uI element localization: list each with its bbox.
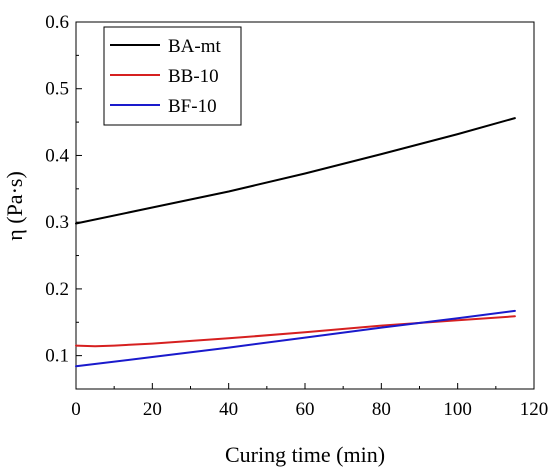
series-line-ba-mt — [75, 117, 516, 225]
y-tick-label: 0.1 — [45, 346, 69, 367]
x-axis-title: Curing time (min) — [225, 442, 385, 467]
legend-label: BF-10 — [168, 96, 217, 117]
x-tick-label: 100 — [443, 399, 472, 420]
y-tick-label: 0.3 — [45, 212, 69, 233]
y-tick-label: 0.5 — [45, 79, 69, 100]
y-tick-label: 0.6 — [45, 12, 69, 33]
x-tick-label: 60 — [296, 399, 315, 420]
x-tick-label: 80 — [372, 399, 391, 420]
y-axis-title: η (Pa·s) — [2, 171, 27, 241]
legend-label: BA-mt — [168, 36, 222, 57]
series-line-bf-10 — [75, 309, 516, 368]
series-line-bb-10 — [75, 315, 516, 348]
y-tick-label: 0.2 — [45, 279, 69, 300]
x-tick-label: 40 — [219, 399, 238, 420]
x-tick-label: 0 — [71, 399, 81, 420]
y-tick-label: 0.4 — [45, 145, 69, 166]
legend-label: BB-10 — [168, 66, 219, 87]
x-tick-label: 120 — [520, 399, 549, 420]
legend: BA-mt BB-10 BF-10 — [103, 26, 242, 126]
x-tick-label: 20 — [143, 399, 162, 420]
